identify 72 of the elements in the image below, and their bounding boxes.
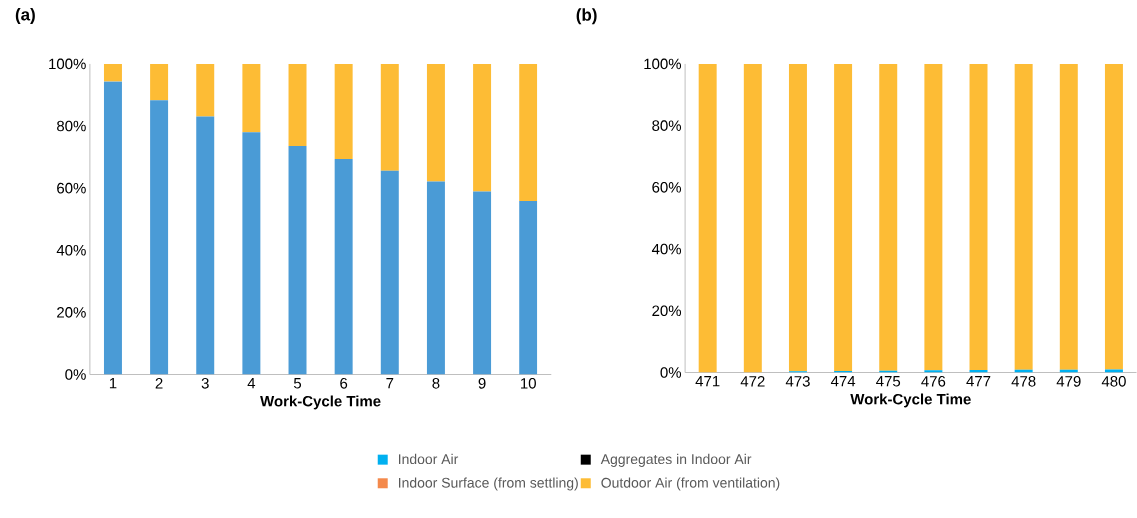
y-tick-label: 20%	[652, 305, 682, 316]
x-tick-label: 2	[155, 377, 163, 389]
x-tick-label: 476	[921, 375, 946, 387]
chart-title: (a)	[15, 7, 35, 24]
x-tick-label: 4	[247, 377, 256, 389]
y-tick-label: 40%	[56, 244, 86, 256]
y-tick-label: 60%	[652, 181, 682, 193]
bar	[1014, 63, 1033, 370]
bar	[103, 63, 122, 82]
bar	[334, 63, 353, 159]
legend-label: Indoor Air	[398, 453, 459, 464]
y-tick-label: 20%	[57, 306, 86, 318]
x-tick-label: 475	[876, 375, 901, 387]
bar	[879, 63, 898, 371]
legend-label: Outdoor Air (from ventilation)	[601, 477, 780, 491]
bar	[473, 63, 492, 192]
y-tick-label: 60%	[57, 182, 86, 194]
x-tick-label: 471	[695, 375, 720, 387]
x-tick-label: 6	[340, 377, 348, 389]
y-tick-label: 80%	[652, 120, 682, 131]
bar	[473, 191, 492, 375]
x-tick-label: 5	[293, 377, 302, 389]
bar	[743, 63, 762, 373]
bar	[698, 63, 717, 373]
x-tick-label: 8	[432, 377, 440, 389]
bar	[242, 132, 261, 375]
bar	[334, 158, 353, 375]
x-tick-label: 3	[201, 377, 209, 389]
y-tick-label: 100%	[644, 58, 682, 70]
bar	[924, 63, 943, 371]
legend-label: Aggregates in Indoor Air	[600, 453, 752, 467]
bar	[288, 63, 307, 146]
x-axis-title: Work-Cycle Time	[850, 393, 971, 408]
bar	[969, 63, 988, 370]
x-tick-label: 7	[386, 377, 394, 389]
bar	[1059, 63, 1078, 370]
y-tick-label: 0%	[660, 367, 682, 378]
bar	[426, 63, 445, 182]
bar	[1104, 369, 1123, 373]
x-tick-label: 478	[1011, 375, 1036, 387]
x-tick-label: 473	[785, 375, 810, 387]
x-tick-label: 479	[1056, 375, 1081, 387]
y-tick-label: 0%	[65, 369, 86, 380]
x-tick-label: 10	[521, 377, 536, 389]
bar	[150, 63, 169, 101]
y-tick-label: 40%	[651, 243, 682, 255]
x-tick-label: 9	[478, 377, 486, 389]
x-axis-title: Work-Cycle Time	[260, 395, 381, 410]
bar	[380, 170, 399, 375]
bar	[196, 116, 215, 375]
x-tick-label: 1	[109, 377, 117, 389]
bar	[288, 145, 307, 375]
x-tick-label: 472	[740, 375, 765, 387]
bar	[426, 181, 445, 375]
x-tick-label: 474	[830, 375, 856, 387]
bar	[519, 200, 538, 375]
legend-label: Indoor Surface (from settling)	[398, 477, 578, 491]
chart-title: (b)	[576, 8, 597, 25]
bar	[519, 63, 538, 201]
bar	[1104, 63, 1123, 370]
y-tick-label: 80%	[57, 120, 86, 132]
bar	[924, 370, 943, 373]
x-tick-label: 480	[1101, 375, 1126, 387]
bar	[380, 63, 399, 171]
x-tick-label: 477	[966, 375, 991, 387]
bar	[103, 81, 122, 375]
bar	[788, 63, 807, 372]
bar	[834, 63, 853, 371]
bar	[242, 63, 261, 133]
bar	[150, 100, 169, 375]
y-tick-label: 100%	[49, 58, 86, 70]
bar	[196, 63, 215, 117]
